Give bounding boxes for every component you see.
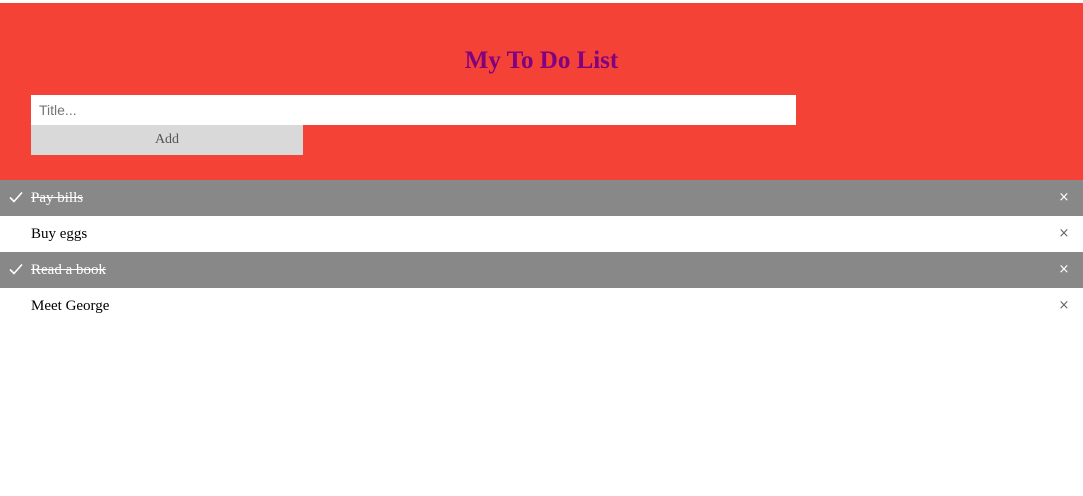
todo-item[interactable]: Buy eggs ×: [0, 216, 1083, 252]
todo-item-text: Buy eggs: [31, 226, 88, 242]
todo-item[interactable]: Read a book ×: [0, 252, 1083, 288]
checkmark-icon: [9, 263, 23, 275]
title-input[interactable]: [31, 95, 796, 125]
todo-item-text: Read a book: [31, 262, 106, 278]
todo-item[interactable]: Pay bills ×: [0, 180, 1083, 216]
todo-item-text: Meet George: [31, 298, 110, 314]
add-button[interactable]: Add: [31, 125, 303, 155]
todo-item[interactable]: Meet George ×: [0, 288, 1083, 324]
page-title: My To Do List: [464, 47, 619, 74]
close-icon[interactable]: ×: [1058, 298, 1070, 313]
header: My To Do List Add: [0, 3, 1083, 180]
checkmark-icon: [9, 191, 23, 203]
close-icon[interactable]: ×: [1058, 226, 1070, 241]
close-icon[interactable]: ×: [1058, 262, 1070, 277]
close-icon[interactable]: ×: [1058, 190, 1070, 205]
todo-list: Pay bills × Buy eggs × Read a book × Mee…: [0, 180, 1083, 324]
todo-item-text: Pay bills: [31, 190, 84, 206]
